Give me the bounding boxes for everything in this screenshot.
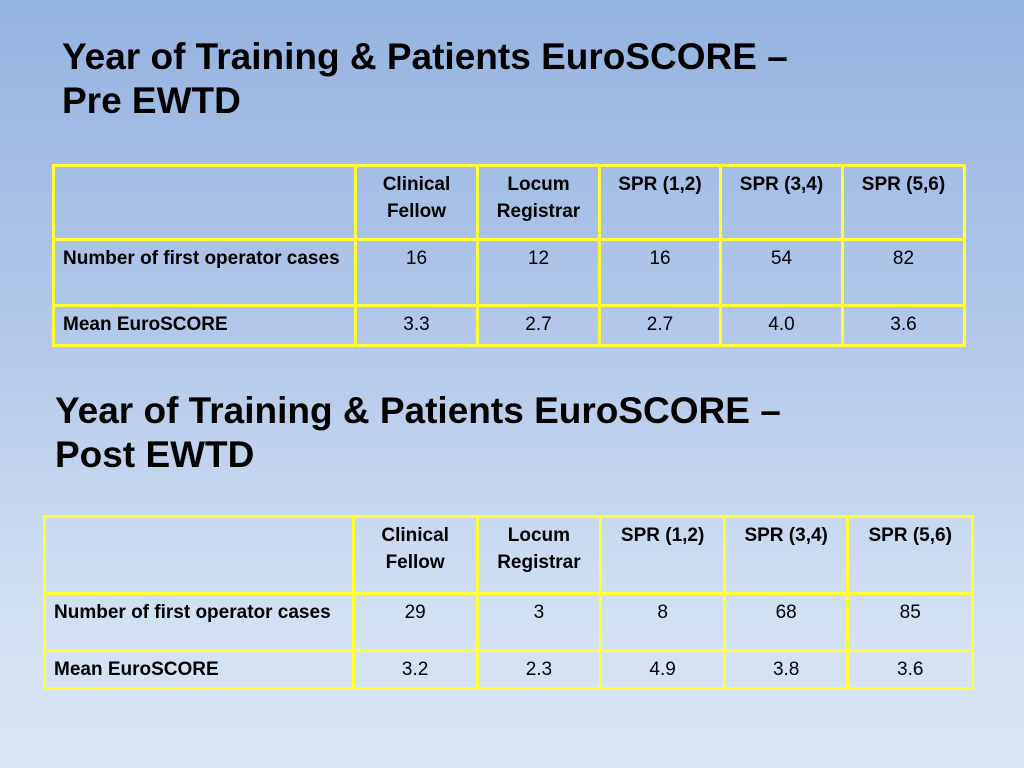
header-cell-spr-3-4: SPR (3,4) xyxy=(722,515,850,595)
header-cell-spr-5-6: SPR (5,6) xyxy=(841,164,966,241)
row-label-mean-euroscore: Mean EuroSCORE xyxy=(43,649,355,690)
table-cell: 29 xyxy=(351,592,479,652)
post-ewtd-title: Year of Training & Patients EuroSCORE – … xyxy=(55,389,781,477)
table-cell: 16 xyxy=(598,238,722,307)
post-ewtd-title-line-1: Year of Training & Patients EuroSCORE – xyxy=(55,390,781,431)
table-row: Number of first operator cases 16 12 16 … xyxy=(52,238,966,307)
table-cell: 3.2 xyxy=(351,649,479,690)
table-cell: 3.3 xyxy=(354,304,479,347)
pre-ewtd-table: Clinical Fellow Locum Registrar SPR (1,2… xyxy=(52,164,966,347)
table-cell: 4.0 xyxy=(719,304,844,347)
empty-header-cell xyxy=(52,164,357,241)
row-label-mean-euroscore: Mean EuroSCORE xyxy=(52,304,357,347)
table-header-row: Clinical Fellow Locum Registrar SPR (1,2… xyxy=(43,515,974,595)
pre-ewtd-title-line-1: Year of Training & Patients EuroSCORE – xyxy=(62,36,788,77)
header-cell-spr-3-4: SPR (3,4) xyxy=(719,164,844,241)
header-cell-spr-1-2: SPR (1,2) xyxy=(599,515,726,595)
table-header-row: Clinical Fellow Locum Registrar SPR (1,2… xyxy=(52,164,966,241)
table-cell: 2.7 xyxy=(598,304,722,347)
empty-header-cell xyxy=(43,515,355,595)
table-cell: 85 xyxy=(846,592,974,652)
table-row: Number of first operator cases 29 3 8 68… xyxy=(43,592,974,652)
row-label-first-operator-cases: Number of first operator cases xyxy=(43,592,355,652)
table-cell: 3.8 xyxy=(722,649,850,690)
header-cell-spr-1-2: SPR (1,2) xyxy=(598,164,722,241)
table-cell: 2.3 xyxy=(475,649,603,690)
table-cell: 12 xyxy=(476,238,601,307)
header-cell-spr-5-6: SPR (5,6) xyxy=(846,515,974,595)
table-row: Mean EuroSCORE 3.3 2.7 2.7 4.0 3.6 xyxy=(52,304,966,347)
table-cell: 3.6 xyxy=(846,649,974,690)
table-cell: 3.6 xyxy=(841,304,966,347)
table-row: Mean EuroSCORE 3.2 2.3 4.9 3.8 3.6 xyxy=(43,649,974,690)
header-cell-clinical-fellow: Clinical Fellow xyxy=(354,164,479,241)
post-ewtd-title-line-2: Post EWTD xyxy=(55,434,255,475)
table-cell: 2.7 xyxy=(476,304,601,347)
header-cell-locum-registrar: Locum Registrar xyxy=(476,164,601,241)
table-cell: 4.9 xyxy=(599,649,726,690)
pre-ewtd-title: Year of Training & Patients EuroSCORE – … xyxy=(62,35,788,123)
row-label-first-operator-cases: Number of first operator cases xyxy=(52,238,357,307)
table-cell: 8 xyxy=(599,592,726,652)
header-cell-clinical-fellow: Clinical Fellow xyxy=(351,515,479,595)
post-ewtd-table: Clinical Fellow Locum Registrar SPR (1,2… xyxy=(43,515,974,690)
header-cell-locum-registrar: Locum Registrar xyxy=(475,515,603,595)
table-cell: 3 xyxy=(475,592,603,652)
pre-ewtd-title-line-2: Pre EWTD xyxy=(62,80,241,121)
table-cell: 68 xyxy=(722,592,850,652)
table-cell: 16 xyxy=(354,238,479,307)
table-cell: 82 xyxy=(841,238,966,307)
table-cell: 54 xyxy=(719,238,844,307)
